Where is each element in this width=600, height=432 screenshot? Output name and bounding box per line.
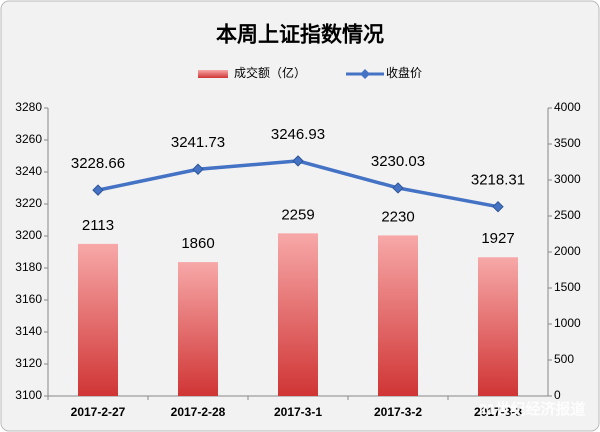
bar-value-label: 1927 (481, 230, 514, 247)
y2-tick-label: 4000 (554, 100, 581, 114)
bar (78, 243, 118, 396)
y2-tick-label: 2000 (554, 244, 581, 258)
bar (378, 235, 418, 396)
marker (92, 184, 104, 196)
y2-tick-label: 1500 (554, 280, 581, 294)
line-value-label: 3228.66 (71, 155, 125, 172)
watermark: 21世纪经济报道 (479, 400, 586, 418)
legend-label: 收盘价 (386, 65, 422, 80)
bar (478, 257, 518, 396)
x-tick-label: 2017-3-3 (474, 405, 522, 419)
marker (492, 200, 504, 213)
marker (192, 163, 204, 175)
y-tick-label: 3160 (15, 292, 42, 306)
x-tick-label: 2017-3-1 (274, 405, 322, 419)
bar-value-label: 2113 (82, 217, 114, 234)
chart-title: 本周上证指数情况 (216, 23, 384, 47)
bar (278, 233, 318, 396)
legend-marker (360, 69, 371, 79)
line-value-label: 3230.03 (371, 153, 425, 170)
legend-label: 成交额（亿） (234, 65, 306, 80)
y-tick-label: 3260 (15, 132, 42, 146)
marker (392, 182, 404, 194)
x-tick-label: 2017-2-28 (171, 405, 226, 419)
x-tick-label: 2017-3-2 (374, 405, 422, 419)
legend-swatch (198, 70, 228, 78)
line-value-label: 3246.93 (271, 126, 325, 143)
line-value-label: 3218.31 (471, 172, 525, 189)
y-tick-label: 3180 (15, 260, 42, 274)
bar (178, 262, 218, 396)
y-tick-label: 3280 (15, 100, 42, 114)
y2-tick-label: 2500 (554, 208, 581, 222)
y2-tick-label: 500 (554, 352, 574, 366)
y2-tick-label: 1000 (554, 316, 581, 330)
bar-value-label: 1860 (181, 235, 214, 252)
y-tick-label: 3140 (15, 324, 42, 338)
y2-tick-label: 3000 (554, 172, 581, 186)
y-tick-label: 3100 (15, 388, 42, 402)
x-tick-label: 2017-2-27 (71, 405, 126, 419)
bar-value-label: 2230 (381, 208, 414, 225)
y-tick-label: 3240 (15, 164, 42, 178)
marker (292, 155, 304, 167)
line-value-label: 3241.73 (171, 134, 225, 151)
bar-value-label: 2259 (281, 206, 314, 223)
y2-tick-label: 0 (554, 388, 561, 402)
y2-tick-label: 3500 (554, 136, 581, 150)
y-tick-label: 3200 (15, 228, 42, 242)
y-tick-label: 3220 (15, 196, 42, 210)
y-tick-label: 3120 (15, 356, 42, 370)
